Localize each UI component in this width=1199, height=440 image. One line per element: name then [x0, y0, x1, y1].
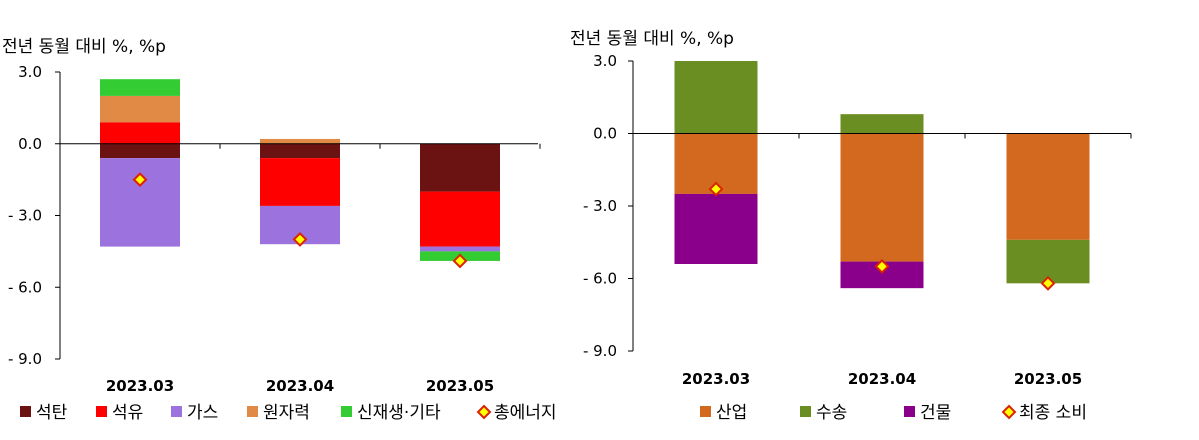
chart2-legend-label: 최종 소비 [1019, 403, 1087, 423]
chart2-bar-segment-산업 [1006, 133, 1090, 240]
chart1-bar-segment-신재생·기타 [100, 79, 180, 96]
chart2-bar-segment-건물 [674, 193, 758, 264]
chart1-total-marker [132, 172, 148, 188]
chart1-bar-segment-석유 [420, 191, 500, 247]
chart1-legend-label: 석탄 [36, 403, 68, 423]
chart2-category-label: 2023.05 [1014, 370, 1082, 388]
chart2-legend-label: 산업 [716, 403, 747, 423]
chart1-bar-segment-가스 [100, 158, 180, 247]
chart1-y-tick-label: - 6.0 [8, 278, 42, 296]
chart1-bar-segment-원자력 [260, 138, 340, 144]
chart1-legend-swatch [247, 406, 258, 417]
chart2-total-marker [708, 181, 724, 197]
chart1-total-marker [292, 232, 308, 247]
chart2-y-tick-label: 0.0 [593, 125, 617, 143]
chart2-legend-label: 건물 [920, 403, 951, 423]
chart1-legend-swatch [20, 406, 31, 417]
chart1-total-marker [452, 253, 468, 269]
chart2-legend-marker [1001, 404, 1017, 420]
chart1-category-label: 2023.03 [106, 377, 174, 395]
chart2-legend-swatch [800, 406, 811, 417]
chart2-bar-segment-수송 [840, 114, 924, 134]
chart1-legend-label: 석유 [112, 403, 143, 423]
chart1-y-tick-label: - 3.0 [8, 207, 42, 225]
chart1-bar-segment-석탄 [420, 143, 500, 192]
chart1-legend-swatch [171, 406, 182, 417]
chart2-total-marker [874, 259, 890, 274]
chart1-legend-swatch [341, 406, 352, 417]
chart1-legend-label: 신재생·기타 [357, 403, 441, 423]
chart2-total-marker [1040, 275, 1056, 291]
chart2-category-label: 2023.03 [682, 370, 750, 388]
chart1-y-tick-label: 0.0 [18, 135, 42, 153]
chart1-bar-segment-원자력 [100, 95, 180, 123]
chart1-bar-segment-석탄 [260, 143, 340, 159]
chart1-legend-label: 원자력 [263, 403, 310, 423]
chart1-bar-segment-석유 [260, 158, 340, 206]
chart1-legend-swatch [96, 406, 107, 417]
chart2-y-tick-label: - 3.0 [583, 197, 617, 215]
chart1-legend-label: 총에너지 [494, 403, 557, 423]
chart1-bar-segment-석탄 [100, 143, 180, 159]
chart1-y-tick-label: - 9.0 [8, 350, 42, 368]
chart1-legend-label: 가스 [187, 403, 218, 423]
chart2-y-tick-label: - 9.0 [583, 342, 617, 360]
chart1-category-label: 2023.05 [426, 377, 494, 395]
chart1-bar-segment-가스 [420, 246, 500, 252]
chart1-y-axis-label: 전년 동월 대비 %, %p [2, 37, 166, 57]
chart2-y-axis-label: 전년 동월 대비 %, %p [570, 29, 734, 49]
chart2-bar-segment-수송 [674, 61, 758, 134]
chart1-y-tick-label: 3.0 [18, 63, 42, 81]
chart2-bar-segment-산업 [840, 133, 924, 262]
chart2-legend-swatch [700, 406, 711, 417]
chart1-bar-segment-석유 [100, 122, 180, 144]
chart2-legend-swatch [904, 406, 915, 417]
chart2-category-label: 2023.04 [848, 370, 916, 388]
chart1-category-label: 2023.04 [266, 377, 334, 395]
chart2-y-tick-label: 3.0 [593, 52, 617, 70]
chart2-y-tick-label: - 6.0 [583, 270, 617, 288]
chart1-legend-marker [476, 404, 492, 420]
chart2-legend-label: 수송 [816, 403, 847, 423]
